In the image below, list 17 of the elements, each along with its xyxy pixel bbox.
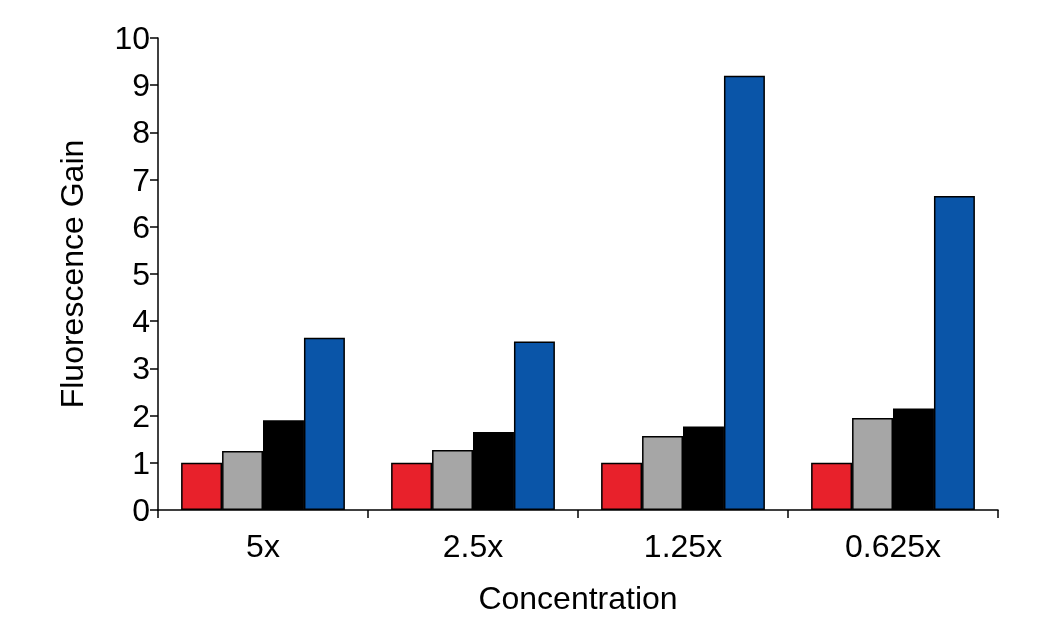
x-tick-label: 5x xyxy=(246,528,280,564)
y-tick-label: 9 xyxy=(132,67,150,104)
y-tick-label: 7 xyxy=(132,161,150,198)
x-tick-label: 0.625x xyxy=(844,528,942,564)
y-tick-label: 1 xyxy=(132,444,150,481)
y-tick-label: 4 xyxy=(132,303,150,340)
x-tick-label: 1.25x xyxy=(643,528,723,564)
y-tick-label: 0 xyxy=(132,492,150,528)
x-tick-label: 2.5x xyxy=(442,528,504,564)
y-tick-label: 5 xyxy=(132,256,150,292)
y-tick-label: 8 xyxy=(132,114,150,151)
y-tick-label: 10 xyxy=(114,20,150,56)
y-tick-label: 6 xyxy=(132,208,150,245)
x-axis-title: Concentration xyxy=(478,580,678,616)
y-tick-label: 3 xyxy=(132,350,150,387)
y-axis-title: Fluorescence Gain xyxy=(54,139,90,409)
y-tick-label: 2 xyxy=(132,397,150,434)
